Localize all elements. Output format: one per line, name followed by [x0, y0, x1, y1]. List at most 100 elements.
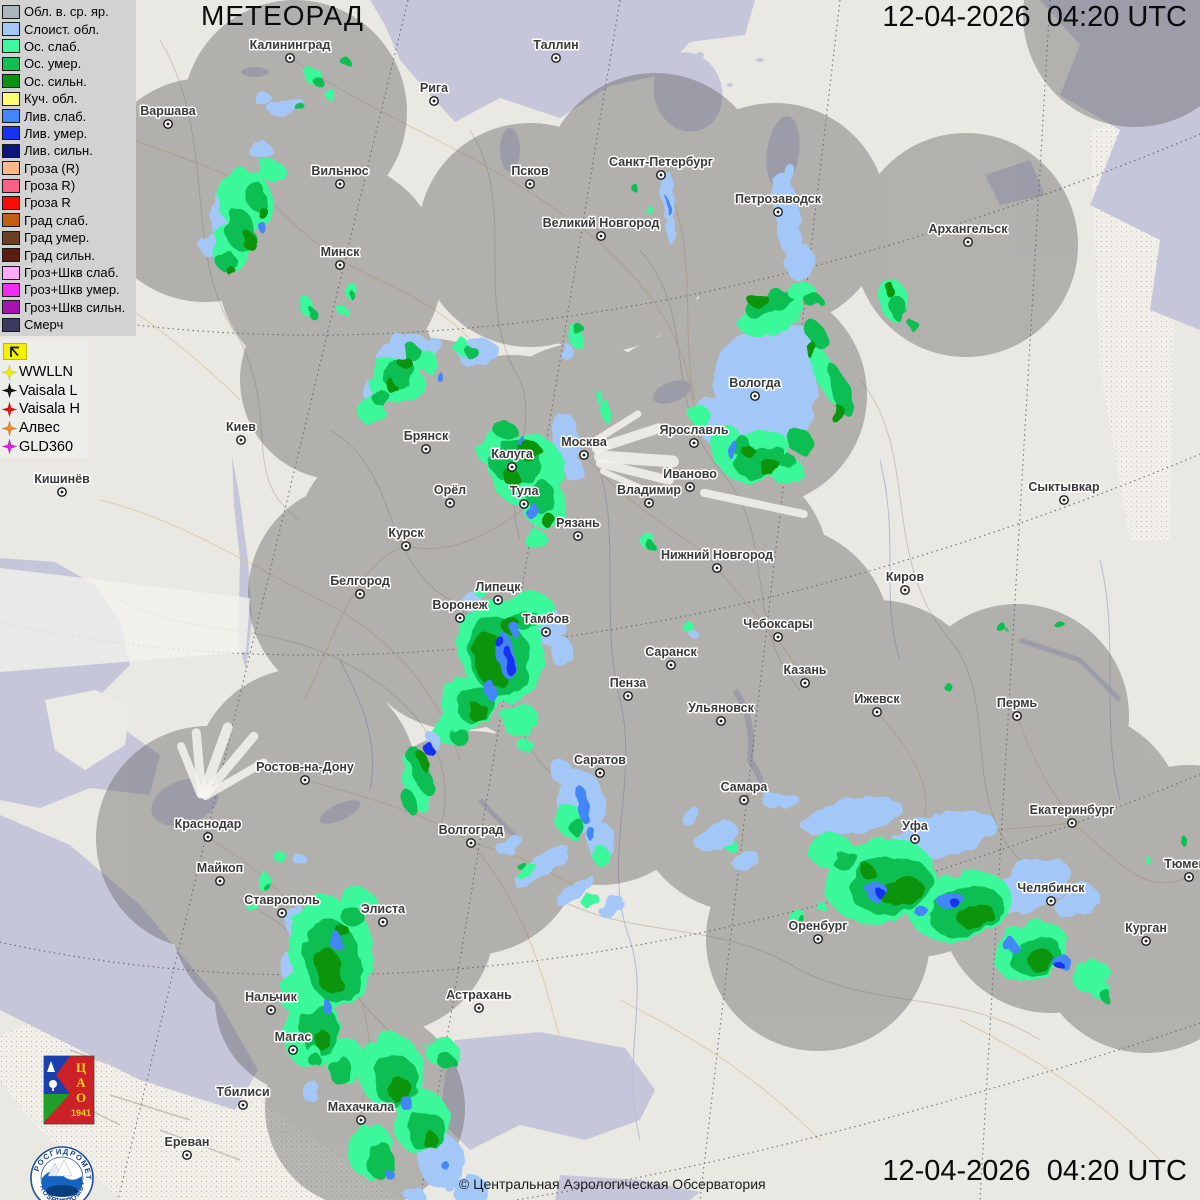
lightning-source-label: GLD360 — [19, 438, 74, 455]
radar-beam-artifact — [589, 410, 642, 446]
legend-label: Гроза R) — [24, 178, 76, 194]
city-dot-center — [206, 835, 210, 839]
radar-coverage-circle — [93, 78, 317, 302]
city-marker: Ставрополь — [243, 892, 322, 918]
lightning-cross-icon — [2, 439, 17, 455]
city-dot-center — [60, 490, 64, 494]
precipitation-cell — [498, 836, 524, 856]
precipitation-cell — [596, 392, 604, 404]
city-marker: Липецк — [474, 579, 523, 605]
precipitation-cell — [797, 915, 805, 923]
precipitation-cell — [337, 925, 349, 937]
city-dot-center — [432, 99, 436, 103]
city-label: Архангельск — [929, 222, 1009, 236]
city-dot-center — [715, 566, 719, 570]
legend-item: Смерч — [2, 316, 136, 333]
city-label: Иваново — [663, 467, 717, 481]
precipitation-cell — [957, 904, 995, 928]
precipitation-cell — [452, 1177, 490, 1200]
precipitation-cell — [772, 169, 802, 261]
city-label: Оренбург — [788, 919, 847, 933]
precipitation-cell — [314, 948, 344, 994]
city-marker: Калуга — [490, 446, 535, 472]
radar-beam-artifact — [191, 728, 207, 799]
city-dot-center — [239, 438, 243, 442]
city-label: Воронеж — [432, 598, 487, 612]
radar-beam-artifact — [599, 468, 656, 497]
precipitation-cell — [573, 323, 585, 337]
precipitation-cell — [405, 1189, 427, 1200]
precipitation-cell — [242, 233, 256, 249]
city-marker: Тамбов — [521, 611, 571, 637]
city-label: Вильнюс — [311, 164, 368, 178]
precipitation-cell — [403, 1099, 415, 1113]
city-marker: Калининград — [248, 37, 332, 63]
radar-beam-artifact — [198, 722, 233, 799]
precipitation-cell — [747, 293, 769, 307]
city-label: Махачкала — [328, 1100, 396, 1114]
city-marker: Магас — [273, 1029, 313, 1055]
city-dot-center — [776, 635, 780, 639]
precipitation-cell — [254, 93, 272, 105]
precipitation-cell — [550, 760, 572, 782]
precipitation-cell — [743, 446, 755, 458]
precipitation-cell — [689, 629, 697, 637]
legend-item: Гроза R) — [2, 177, 136, 194]
city-dot-center — [544, 630, 548, 634]
legend-swatch — [2, 56, 20, 71]
legend-swatch — [2, 248, 20, 263]
city-dot-center — [381, 920, 385, 924]
city-dot-center — [477, 1006, 481, 1010]
city-marker: Рига — [418, 80, 451, 106]
city-marker: Воронеж — [431, 597, 489, 623]
radar-coverage-circle — [543, 73, 767, 297]
city-label: Псков — [511, 164, 549, 178]
city-label: Кишинёв — [34, 472, 90, 486]
precipitation-cell — [565, 457, 583, 483]
precipitation-cell — [485, 682, 497, 700]
precipitation-cell — [367, 1142, 395, 1180]
copyright: © Центральная Аэрологическая Обсерватори… — [458, 1176, 766, 1192]
precipitation-cell — [667, 217, 677, 245]
precipitation-cell — [576, 787, 592, 825]
city-marker: Пенза — [608, 675, 649, 701]
legend-label: Ос. умер. — [24, 56, 82, 72]
city-dot-center — [742, 798, 746, 802]
city-marker: Махачкала — [326, 1099, 397, 1125]
precipitation-cell — [516, 862, 536, 880]
legend-label: Гроз+Шкв умер. — [24, 282, 120, 298]
legend-item: Гроз+Шкв умер. — [2, 281, 136, 298]
city-marker: Оренбург — [787, 918, 849, 944]
city-dot-center — [816, 937, 820, 941]
city-marker: Астрахань — [445, 987, 514, 1013]
legend-item: Гроза (R) — [2, 160, 136, 177]
precipitation-cell — [662, 172, 674, 220]
city-label: Брянск — [404, 429, 449, 443]
city-dot-center — [576, 534, 580, 538]
lightning-source-item: Vaisala H — [2, 400, 88, 419]
city-label: Ростов-на-Дону — [256, 760, 354, 774]
radar-artifact-layer — [0, 410, 808, 800]
city-marker: Ростов-на-Дону — [255, 759, 355, 785]
city-label: Белгород — [330, 574, 390, 588]
precipitation-cell — [1054, 960, 1062, 968]
legend-item: Лив. слаб. — [2, 107, 136, 124]
precipitation-cell — [785, 243, 815, 281]
legend-label: Лив. умер. — [24, 125, 88, 141]
precipitation-cell — [789, 428, 811, 454]
city-dot-center — [692, 441, 696, 445]
city-dot-center — [803, 681, 807, 685]
precipitation-cell — [502, 704, 540, 738]
svg-text:Ц: Ц — [76, 1060, 86, 1075]
city-label: Казань — [783, 663, 826, 677]
timestamp-bottom: 12-04-2026 04:20 UTC — [882, 1155, 1187, 1187]
city-dot-center — [554, 56, 558, 60]
city-label: Вологда — [729, 376, 781, 390]
precipitation-cell — [245, 183, 267, 209]
city-marker: Уфа — [901, 818, 930, 844]
city-dot-center — [359, 1118, 363, 1122]
org-logo: Ц А О 1941 РОСГИДРОМЕТ ROSHYDROMET — [30, 1055, 95, 1200]
legend-swatch — [2, 230, 20, 245]
precipitation-cell — [387, 1171, 395, 1181]
